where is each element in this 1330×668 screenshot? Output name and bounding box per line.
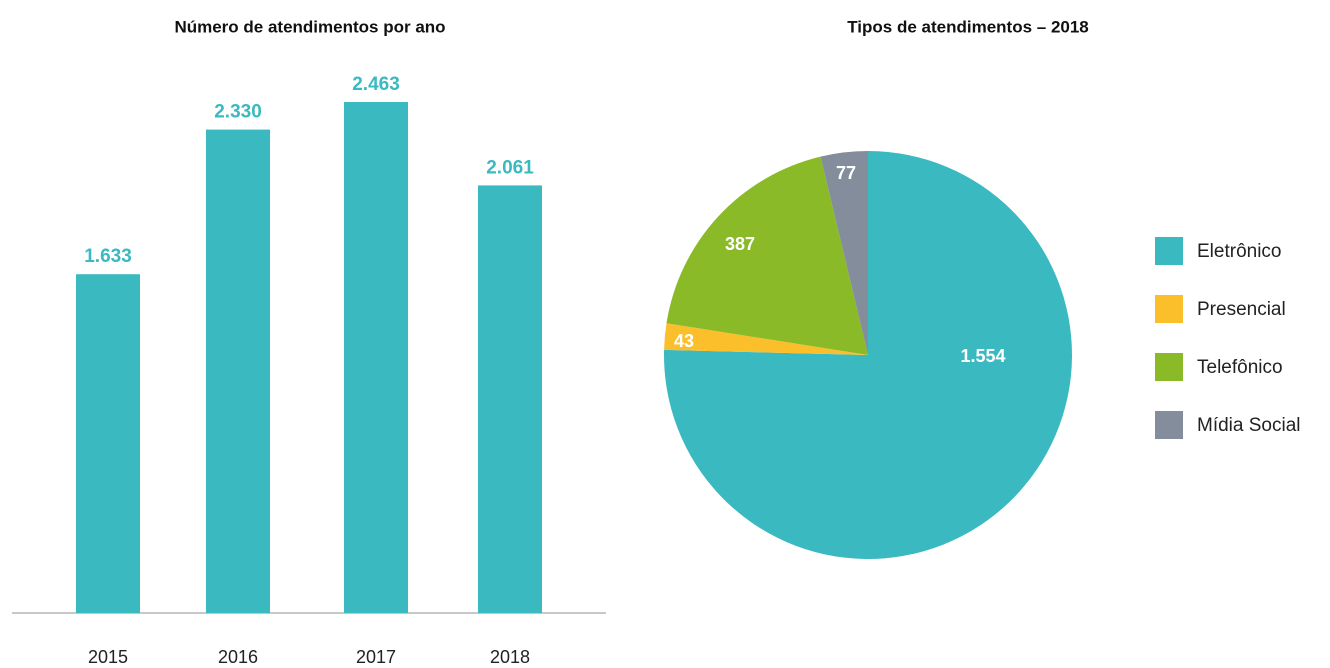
- pie-slice: [666, 156, 868, 355]
- x-tick-label: 2017: [356, 647, 396, 667]
- slice-label: 77: [836, 163, 856, 183]
- pie-title: Tipos de atendimentos – 2018: [847, 17, 1089, 36]
- legend-swatch: [1155, 353, 1183, 381]
- legend-label: Mídia Social: [1197, 415, 1301, 436]
- bar: [76, 274, 140, 613]
- legend-label: Eletrônico: [1197, 241, 1282, 262]
- bar: [478, 185, 542, 613]
- value-label: 2.061: [486, 157, 534, 178]
- bar: [206, 129, 270, 614]
- value-label: 2.463: [352, 74, 400, 95]
- legend-label: Presencial: [1197, 299, 1286, 320]
- slice-label: 1.554: [960, 346, 1005, 366]
- slice-label: 387: [725, 234, 755, 254]
- pie-slice: [820, 151, 868, 355]
- x-tick-label: 2016: [218, 647, 258, 667]
- legend-swatch: [1155, 295, 1183, 323]
- x-tick-label: 2015: [88, 647, 128, 667]
- legend-label: Telefônico: [1197, 357, 1283, 378]
- x-tick-label: 2018: [490, 647, 530, 667]
- legend-swatch: [1155, 237, 1183, 265]
- slice-label: 43: [674, 331, 694, 351]
- bar-title: Número de atendimentos por ano: [174, 17, 445, 36]
- bar: [344, 102, 408, 613]
- legend-swatch: [1155, 411, 1183, 439]
- pie-slice: [664, 323, 868, 355]
- value-label: 1.633: [84, 246, 132, 267]
- value-label: 2.330: [214, 102, 262, 123]
